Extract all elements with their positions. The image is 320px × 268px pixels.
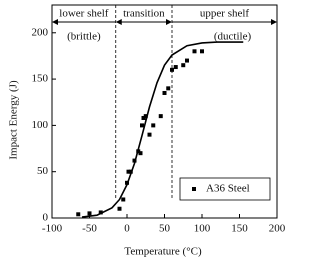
data-point (136, 149, 141, 154)
fit-curve (81, 41, 244, 218)
annotation: transition (123, 8, 165, 20)
annotation: upper shelf (200, 8, 250, 20)
legend-box (179, 177, 271, 201)
x-tick-label: 150 (231, 223, 248, 235)
data-point (138, 151, 143, 156)
y-tick-label: 150 (32, 73, 49, 85)
data-point (143, 114, 148, 119)
data-point (76, 212, 81, 217)
data-point (132, 158, 137, 163)
data-point (158, 114, 163, 119)
legend-label: A36 Steel (206, 183, 250, 195)
x-tick-label: -100 (42, 223, 63, 235)
data-point (151, 123, 156, 128)
y-tick-label: 0 (43, 212, 49, 224)
x-axis-label: Temperature (°C) (124, 246, 202, 258)
y-tick-label: 100 (32, 119, 49, 131)
data-point (162, 90, 167, 95)
annotation: (brittle) (67, 31, 101, 43)
data-point (185, 58, 189, 63)
y-axis-label: Impact Energy (J) (8, 80, 20, 160)
data-point (170, 67, 174, 72)
x-tick-label: 200 (269, 223, 286, 235)
annotation: (ductile) (214, 31, 252, 43)
y-tick-label: 200 (32, 26, 49, 38)
data-point (87, 211, 92, 216)
data-point (166, 86, 171, 91)
y-tick-label: 50 (37, 165, 49, 177)
data-point (121, 197, 126, 202)
x-tick-label: -50 (82, 223, 97, 235)
x-tick-label: 50 (159, 223, 171, 235)
x-tick-label: 0 (124, 223, 130, 235)
data-point (200, 49, 204, 54)
data-point (128, 169, 133, 174)
chart: Temperature (°C) Impact Energy (J) -100 -… (8, 4, 286, 258)
data-point (140, 123, 144, 128)
annotation: lower shelf (59, 8, 109, 20)
data-point (125, 180, 129, 185)
data-point (192, 49, 197, 54)
data-point (173, 65, 178, 70)
legend-marker (192, 187, 196, 191)
data-point (141, 115, 146, 120)
data-point (126, 169, 131, 174)
data-point (117, 206, 122, 211)
data-point (181, 63, 186, 68)
data-point (98, 210, 103, 215)
data-point (147, 132, 152, 137)
x-tick-label: 100 (194, 223, 211, 235)
